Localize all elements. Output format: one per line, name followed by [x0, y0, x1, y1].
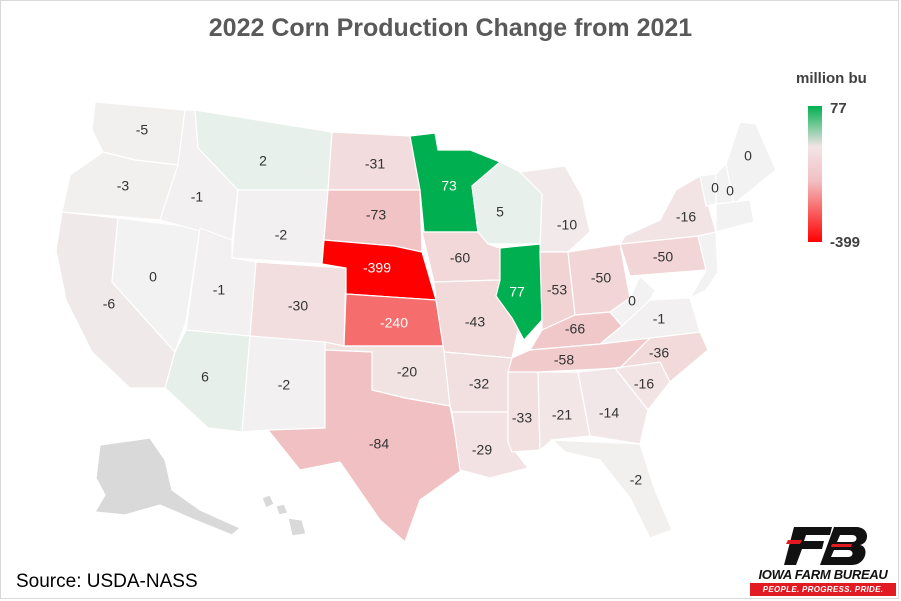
state-GA: [577, 367, 649, 445]
legend-unit: million bu: [796, 70, 867, 87]
label-GA: -14: [599, 405, 619, 421]
label-OR: -3: [117, 178, 130, 194]
label-IN: -53: [547, 282, 567, 298]
label-NH: 0: [726, 183, 734, 199]
state-WV: [609, 274, 656, 327]
label-VT: 0: [711, 180, 719, 196]
source-note: Source: USDA-NASS: [16, 571, 198, 592]
label-IL: 77: [509, 284, 525, 300]
label-WV: 0: [628, 293, 636, 309]
label-CO: -30: [288, 298, 308, 314]
label-OH: -50: [591, 270, 611, 286]
label-NC: -36: [649, 345, 669, 361]
label-ND: -31: [365, 156, 385, 172]
state-HI: [261, 494, 307, 537]
state-AK: [94, 437, 242, 536]
label-WI: 5: [496, 204, 504, 220]
logo-name: IOWA FARM BUREAU: [758, 567, 888, 582]
label-SC: -16: [634, 376, 654, 392]
page-title: 2022 Corn Production Change from 2021: [208, 14, 693, 42]
state-NE-coast: [715, 199, 755, 233]
state-MI: [518, 165, 591, 253]
legend-color-scale: [808, 106, 822, 242]
label-TN: -58: [554, 352, 574, 368]
label-TX: -84: [369, 436, 389, 452]
iowa-farm-bureau-logo: IOWA FARM BUREAU PEOPLE. PROGRESS. PRIDE…: [748, 524, 898, 598]
label-PA: -50: [653, 249, 673, 265]
label-NM: -2: [278, 377, 291, 393]
legend-min: -399: [830, 234, 861, 251]
label-MO: -43: [465, 314, 485, 330]
label-WA: -5: [136, 122, 149, 138]
label-MT: 2: [259, 153, 267, 169]
legend-max: 77: [830, 100, 847, 117]
state-ME: [725, 121, 777, 206]
label-NE: -399: [363, 260, 391, 276]
state-AL: [537, 371, 591, 452]
label-AL: -21: [552, 407, 572, 423]
label-CA: -6: [103, 296, 116, 312]
label-ME: 0: [744, 148, 752, 164]
state-NJ-MD: [688, 231, 719, 300]
label-LA: -29: [472, 442, 492, 458]
state-TX: [266, 349, 463, 544]
label-AR: -32: [469, 376, 489, 392]
label-WY: -2: [275, 227, 288, 243]
label-MS: -33: [512, 410, 532, 426]
label-VA: -1: [653, 311, 666, 327]
label-OK: -20: [397, 364, 417, 380]
label-KS: -240: [380, 315, 408, 331]
label-MN: 73: [441, 178, 457, 194]
label-FL: -2: [630, 472, 643, 488]
label-IA: -60: [450, 250, 470, 266]
logo-tagline: PEOPLE. PROGRESS. PRIDE.: [750, 583, 896, 596]
label-UT: -1: [213, 282, 226, 298]
fb-logo-icon: [784, 527, 868, 565]
label-SD: -73: [366, 207, 386, 223]
label-NV: 0: [149, 269, 157, 285]
label-AZ: 6: [201, 369, 209, 385]
state-FL: [550, 439, 673, 539]
label-KY: -66: [565, 321, 585, 337]
label-ID: -1: [191, 189, 204, 205]
label-MI: -10: [557, 217, 577, 233]
label-NY: -16: [676, 209, 696, 225]
